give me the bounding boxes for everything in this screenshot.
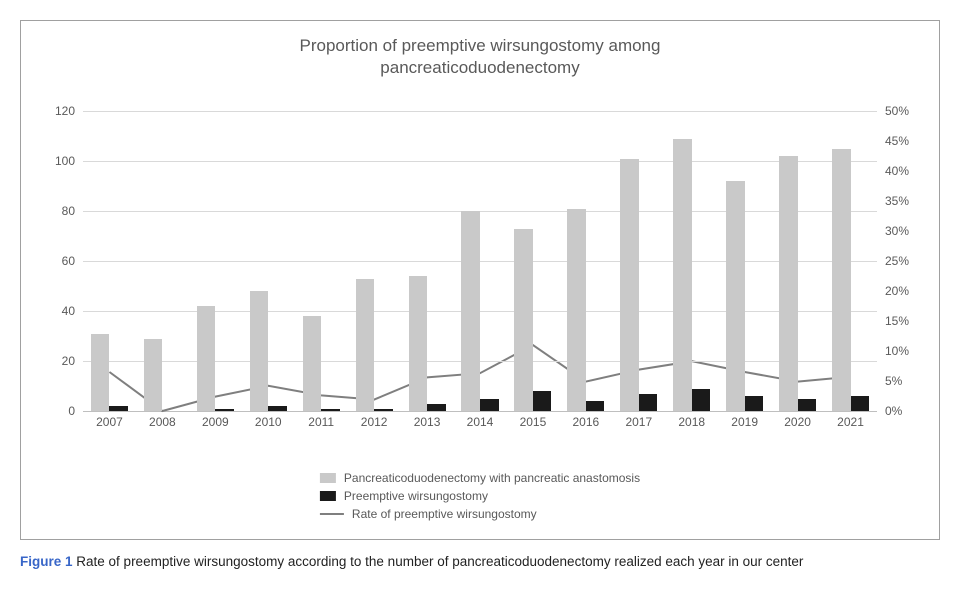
x-tick-label: 2013 [414, 415, 441, 429]
y-right-tick: 25% [885, 254, 925, 268]
y-left-tick: 60 [43, 254, 75, 268]
y-left-tick: 120 [43, 104, 75, 118]
figure-label: Figure 1 [20, 554, 73, 569]
legend-label: Rate of preemptive wirsungostomy [352, 507, 537, 521]
bar-pancreaticoduodenectomy [250, 291, 269, 411]
bar-pancreaticoduodenectomy [514, 229, 533, 412]
bar-preemptive-wirsungostomy [639, 394, 658, 412]
plot-area: 0204060801001200%5%10%15%20%25%30%35%40%… [83, 111, 877, 412]
bar-preemptive-wirsungostomy [533, 391, 552, 411]
y-right-tick: 50% [885, 104, 925, 118]
bar-pancreaticoduodenectomy [726, 181, 745, 411]
y-left-tick: 80 [43, 204, 75, 218]
y-right-tick: 30% [885, 224, 925, 238]
bar-pancreaticoduodenectomy [832, 149, 851, 412]
legend-label: Pancreaticoduodenectomy with pancreatic … [344, 471, 640, 485]
y-left-tick: 40 [43, 304, 75, 318]
x-tick-label: 2010 [255, 415, 282, 429]
chart-container: Proportion of preemptive wirsungostomy a… [20, 20, 940, 540]
y-right-tick: 0% [885, 404, 925, 418]
chart-legend: Pancreaticoduodenectomy with pancreatic … [320, 467, 640, 525]
y-left-tick: 20 [43, 354, 75, 368]
chart-title-line2: pancreaticoduodenectomy [380, 58, 579, 77]
gridline [83, 261, 877, 262]
y-right-tick: 40% [885, 164, 925, 178]
legend-swatch-icon [320, 473, 336, 483]
y-right-tick: 5% [885, 374, 925, 388]
x-tick-label: 2008 [149, 415, 176, 429]
legend-item-bar2: Preemptive wirsungostomy [320, 489, 640, 503]
legend-line-icon [320, 513, 344, 515]
x-tick-label: 2018 [678, 415, 705, 429]
gridline [83, 111, 877, 112]
bar-pancreaticoduodenectomy [779, 156, 798, 411]
bar-pancreaticoduodenectomy [409, 276, 428, 411]
bar-preemptive-wirsungostomy [745, 396, 764, 411]
chart-title-line1: Proportion of preemptive wirsungostomy a… [300, 36, 661, 55]
x-tick-label: 2009 [202, 415, 229, 429]
gridline [83, 211, 877, 212]
figure-caption-text: Rate of preemptive wirsungostomy accordi… [76, 554, 803, 569]
x-tick-label: 2011 [308, 415, 334, 429]
x-tick-label: 2015 [520, 415, 547, 429]
x-tick-label: 2007 [96, 415, 123, 429]
bar-preemptive-wirsungostomy [851, 396, 870, 411]
gridline [83, 161, 877, 162]
bar-pancreaticoduodenectomy [567, 209, 586, 412]
bar-preemptive-wirsungostomy [427, 404, 446, 412]
y-right-tick: 20% [885, 284, 925, 298]
bar-preemptive-wirsungostomy [798, 399, 817, 412]
x-tick-label: 2016 [573, 415, 600, 429]
figure-caption: Figure 1 Rate of preemptive wirsungostom… [20, 554, 942, 569]
bar-pancreaticoduodenectomy [91, 334, 110, 412]
bar-pancreaticoduodenectomy [461, 211, 480, 411]
y-right-tick: 45% [885, 134, 925, 148]
x-tick-label: 2014 [467, 415, 494, 429]
bar-pancreaticoduodenectomy [620, 159, 639, 412]
legend-item-bar1: Pancreaticoduodenectomy with pancreatic … [320, 471, 640, 485]
bar-pancreaticoduodenectomy [197, 306, 216, 411]
bar-pancreaticoduodenectomy [303, 316, 322, 411]
y-right-tick: 15% [885, 314, 925, 328]
bar-pancreaticoduodenectomy [144, 339, 163, 412]
x-tick-label: 2012 [361, 415, 388, 429]
chart-title: Proportion of preemptive wirsungostomy a… [21, 21, 939, 79]
x-tick-label: 2020 [784, 415, 811, 429]
bar-preemptive-wirsungostomy [586, 401, 605, 411]
y-right-tick: 10% [885, 344, 925, 358]
y-left-tick: 0 [43, 404, 75, 418]
bar-pancreaticoduodenectomy [356, 279, 375, 412]
bar-pancreaticoduodenectomy [673, 139, 692, 412]
x-tick-label: 2017 [625, 415, 652, 429]
legend-swatch-icon [320, 491, 336, 501]
bar-preemptive-wirsungostomy [692, 389, 711, 412]
legend-item-line: Rate of preemptive wirsungostomy [320, 507, 640, 521]
legend-label: Preemptive wirsungostomy [344, 489, 488, 503]
x-axis-labels: 2007 2008 2009 2010 2011 2012 2013 2014 2015 2016… [83, 411, 877, 431]
x-tick-label: 2021 [837, 415, 864, 429]
y-right-tick: 35% [885, 194, 925, 208]
x-tick-label: 2019 [731, 415, 758, 429]
bar-preemptive-wirsungostomy [480, 399, 499, 412]
y-left-tick: 100 [43, 154, 75, 168]
